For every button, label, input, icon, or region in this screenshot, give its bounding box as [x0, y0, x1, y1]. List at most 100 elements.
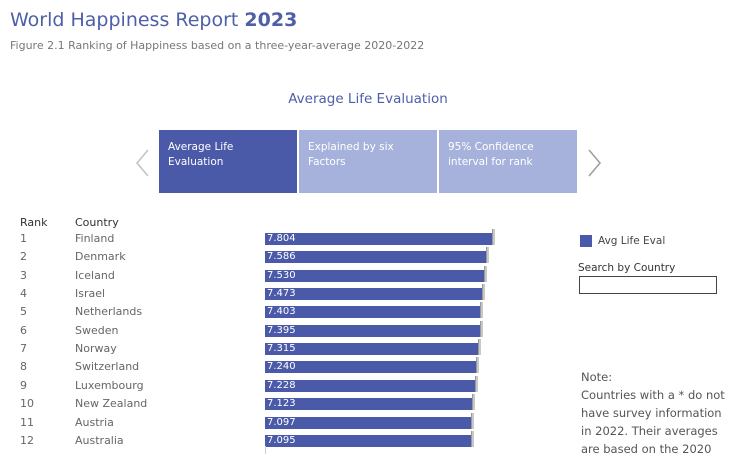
score-bar: 7.395	[265, 324, 482, 337]
rank-cell: 5	[20, 305, 27, 319]
rank-cell: 6	[20, 323, 27, 337]
confidence-whisker	[472, 394, 476, 411]
score-bar: 7.530	[265, 269, 485, 282]
table-row[interactable]: 11 Austria 7.097	[0, 412, 560, 433]
confidence-whisker	[475, 357, 479, 374]
tab-label-line1: Explained by six	[308, 141, 394, 153]
score-bar: 7.240	[265, 361, 477, 374]
rank-cell: 4	[20, 287, 27, 301]
country-cell: Israel	[75, 287, 106, 301]
table-row[interactable]: 2 Denmark 7.586	[0, 247, 560, 267]
note-title: Note:	[581, 370, 613, 384]
table-row[interactable]: 4 Israel 7.473	[0, 284, 560, 304]
confidence-whisker	[480, 302, 484, 319]
note: Note: Countries with a * do not have sur…	[581, 368, 731, 458]
confidence-whisker	[471, 412, 475, 429]
chevron-right-icon	[588, 149, 602, 177]
tab-label-line1: Average Life	[168, 141, 234, 153]
rank-column-header: Rank	[20, 216, 48, 229]
score-label: 7.240	[267, 361, 296, 373]
country-cell: Austria	[75, 415, 114, 429]
table-row[interactable]: 10 New Zealand 7.123	[0, 394, 560, 414]
rank-cell: 9	[20, 378, 27, 392]
tab-average-life-evaluation[interactable]: Average Life Evaluation	[159, 130, 297, 193]
confidence-whisker	[471, 430, 475, 447]
rank-cell: 2	[20, 250, 27, 264]
score-bar: 7.586	[265, 251, 487, 264]
page-subtitle: Figure 2.1 Ranking of Happiness based on…	[10, 39, 425, 52]
axis-baseline	[265, 446, 266, 454]
rank-cell: 12	[20, 433, 34, 447]
score-bar: 7.473	[265, 288, 484, 301]
score-label: 7.804	[267, 233, 296, 244]
confidence-whisker	[482, 284, 486, 301]
score-label: 7.473	[267, 288, 296, 300]
table-row[interactable]: 1 Finland 7.804	[0, 229, 560, 249]
country-cell: Finland	[75, 232, 115, 245]
country-cell: Denmark	[75, 250, 126, 264]
confidence-whisker	[483, 265, 487, 282]
chevron-left-icon	[135, 149, 149, 177]
country-cell: Australia	[75, 433, 124, 447]
tab-label-line2: interval for rank	[448, 156, 533, 168]
country-cell: Norway	[75, 342, 117, 356]
tab-explained-by-six-factors[interactable]: Explained by six Factors	[299, 130, 437, 193]
country-cell: Iceland	[75, 268, 115, 282]
country-cell: Switzerland	[75, 360, 140, 374]
legend-label: Avg Life Eval	[598, 235, 666, 247]
confidence-whisker	[492, 229, 495, 245]
country-cell: Sweden	[75, 323, 119, 337]
confidence-whisker	[485, 247, 489, 264]
rank-cell: 1	[20, 232, 27, 245]
page-title-year: 2023	[244, 9, 298, 31]
table-row[interactable]: 8 Switzerland 7.240	[0, 357, 560, 377]
country-column-header: Country	[75, 216, 119, 229]
score-label: 7.097	[267, 416, 296, 428]
table-row[interactable]: 6 Sweden 7.395	[0, 320, 560, 341]
legend-swatch	[580, 235, 592, 247]
tab-label-line1: 95% Confidence	[448, 141, 534, 153]
score-label: 7.530	[267, 269, 296, 281]
score-bar: 7.228	[265, 379, 477, 392]
search-label: Search by Country	[578, 262, 676, 274]
confidence-whisker	[477, 339, 481, 356]
score-label: 7.095	[267, 434, 296, 446]
rank-cell: 8	[20, 360, 27, 374]
page-title: World Happiness Report 2023	[10, 9, 297, 31]
rank-cell: 7	[20, 342, 27, 356]
section-title: Average Life Evaluation	[288, 91, 448, 107]
country-cell: Netherlands	[75, 305, 143, 319]
score-label: 7.123	[267, 398, 296, 410]
score-bar: 7.315	[265, 343, 479, 356]
search-input[interactable]	[579, 276, 717, 294]
confidence-whisker	[475, 375, 479, 392]
score-bar: 7.804	[265, 233, 493, 245]
rank-cell: 11	[20, 415, 34, 429]
confidence-whisker	[480, 320, 484, 337]
previous-arrow-button[interactable]	[132, 148, 154, 178]
score-label: 7.586	[267, 251, 296, 263]
table-row[interactable]: 7 Norway 7.315	[0, 339, 560, 359]
rank-cell: 3	[20, 268, 27, 282]
note-text: Countries with a * do not have survey in…	[581, 388, 725, 456]
tab-label-line2: Factors	[308, 156, 346, 168]
score-bar: 7.123	[265, 398, 474, 411]
tab-label-line2: Evaluation	[168, 156, 224, 168]
legend: Avg Life Eval	[580, 235, 665, 247]
country-cell: Luxembourg	[75, 378, 144, 392]
next-arrow-button[interactable]	[584, 148, 606, 178]
tab-confidence-interval[interactable]: 95% Confidence interval for rank	[439, 130, 577, 193]
table-row[interactable]: 9 Luxembourg 7.228	[0, 375, 560, 396]
country-cell: New Zealand	[75, 397, 148, 411]
table-row[interactable]: 3 Iceland 7.530	[0, 265, 560, 286]
score-label: 7.315	[267, 343, 296, 355]
table-row[interactable]: 12 Australia 7.095	[0, 430, 560, 451]
score-label: 7.395	[267, 324, 296, 336]
table-row[interactable]: 5 Netherlands 7.403	[0, 302, 560, 322]
score-bar: 7.097	[265, 416, 473, 429]
rank-cell: 10	[20, 397, 34, 411]
score-label: 7.403	[267, 306, 296, 318]
page-title-text: World Happiness Report	[10, 9, 239, 31]
score-bar: 7.403	[265, 306, 482, 319]
score-label: 7.228	[267, 379, 296, 391]
